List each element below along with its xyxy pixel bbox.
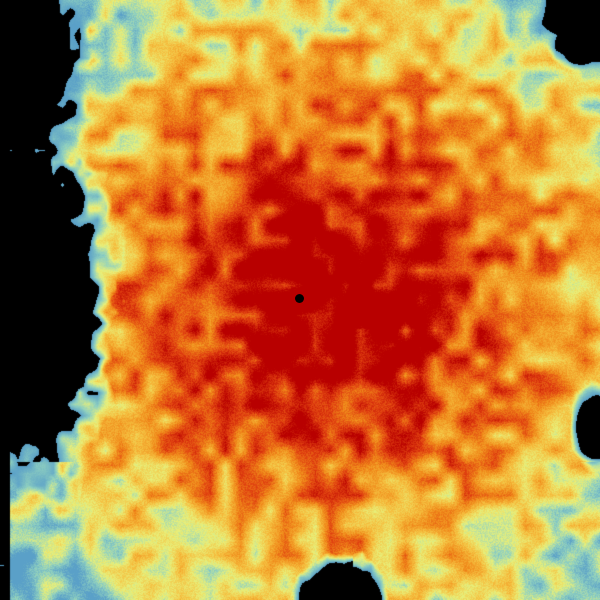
radar-site-marker	[295, 294, 304, 303]
